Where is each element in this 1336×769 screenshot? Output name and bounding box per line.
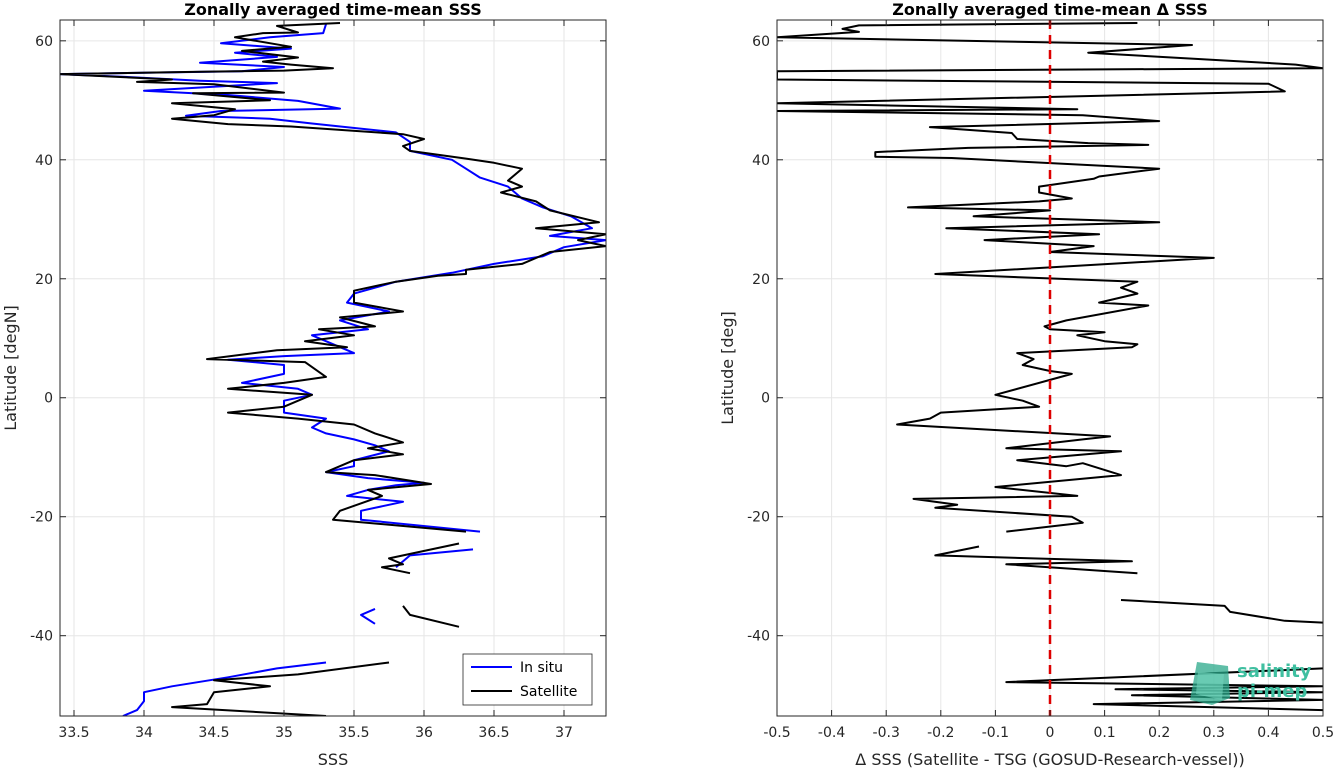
series-line-in-situ (122, 661, 327, 716)
y-tick-label: 40 (752, 153, 770, 169)
x-tick-label: -0.5 (763, 725, 790, 741)
series-line-satellite (171, 661, 390, 716)
legend-label-satellite: Satellite (520, 684, 577, 700)
y-tick-label: -40 (747, 629, 770, 645)
x-tick-label: 0.4 (1257, 725, 1279, 741)
x-tick-label: 37 (555, 725, 573, 741)
legend: In situ Satellite (462, 653, 593, 706)
x-tick-label: 0.5 (1312, 725, 1334, 741)
y-tick-label: 20 (35, 272, 53, 288)
right-chart-panel: -0.5 -0.4 -0.3 -0.2 -0.1 0 0.1 0.2 0.3 0.4 0.5 -40 -… (718, 0, 1334, 769)
y-tick-label: 60 (35, 34, 53, 50)
logo-mark-shade-icon (1196, 672, 1224, 700)
grid-lines (60, 20, 606, 716)
data-lines (60, 22, 606, 716)
left-chart-panel: 33.5 34 34.5 35 35.5 36 36.5 37 -40 -20 0 20 40 60 Zo… (1, 0, 607, 769)
x-axis-label: Δ SSS (Satellite - TSG (GOSUD-Research-v… (855, 750, 1244, 769)
watermark-line2: pi-mep (1237, 681, 1307, 702)
plot-background (60, 20, 606, 716)
y-tick-label: 40 (35, 153, 53, 169)
series-line-satellite (381, 542, 460, 575)
y-axis-label: Latitude [degN] (1, 305, 20, 431)
y-tick-label: -40 (30, 629, 53, 645)
x-tick-label: 36 (415, 725, 433, 741)
series-line-in-situ (60, 23, 606, 533)
watermark-line1: salinity (1237, 661, 1312, 682)
x-tick-label: 36.5 (478, 725, 509, 741)
series-line-in-situ (360, 607, 376, 625)
x-tick-label: 34 (135, 725, 153, 741)
series-line-delta-sss (1005, 667, 1323, 712)
plot-frame (59, 19, 607, 717)
x-tick-label: -0.4 (818, 725, 845, 741)
series-line-satellite (60, 22, 606, 533)
salinity-pimep-logo: salinity pi-mep (1190, 661, 1312, 705)
x-tick-label: 35.5 (338, 725, 369, 741)
chart-title: Zonally averaged time-mean SSS (184, 0, 482, 19)
x-tick-label: 34.5 (198, 725, 229, 741)
series-line-delta-sss (777, 22, 1323, 533)
chart-title: Zonally averaged time-mean Δ SSS (892, 0, 1208, 19)
x-tick-label: 0.3 (1203, 725, 1225, 741)
axis-ticks: -0.5 -0.4 -0.3 -0.2 -0.1 0 0.1 0.2 0.3 0.4 0.5 -40 -… (747, 20, 1334, 741)
y-tick-label: 20 (752, 272, 770, 288)
axis-ticks: 33.5 34 34.5 35 35.5 36 36.5 37 -40 -20 0 20 40 60 (30, 20, 606, 741)
y-tick-label: -20 (747, 510, 770, 526)
x-tick-label: 0.2 (1148, 725, 1170, 741)
y-tick-label: -20 (30, 510, 53, 526)
legend-box (462, 653, 593, 706)
series-line-satellite (402, 605, 460, 628)
x-tick-label: -0.1 (982, 725, 1009, 741)
x-tick-label: -0.2 (927, 725, 954, 741)
x-tick-label: 0 (1046, 725, 1055, 741)
y-tick-label: 60 (752, 34, 770, 50)
x-tick-label: 35 (275, 725, 293, 741)
x-tick-label: -0.3 (873, 725, 900, 741)
legend-label-in-situ: In situ (520, 660, 563, 676)
x-tick-label: 33.5 (58, 725, 89, 741)
y-axis-label: Latitude [deg] (718, 311, 737, 425)
y-tick-label: 0 (44, 391, 53, 407)
series-line-delta-sss (1120, 599, 1323, 624)
y-tick-label: 0 (761, 391, 770, 407)
x-tick-label: 0.1 (1093, 725, 1115, 741)
x-axis-label: SSS (318, 750, 348, 769)
